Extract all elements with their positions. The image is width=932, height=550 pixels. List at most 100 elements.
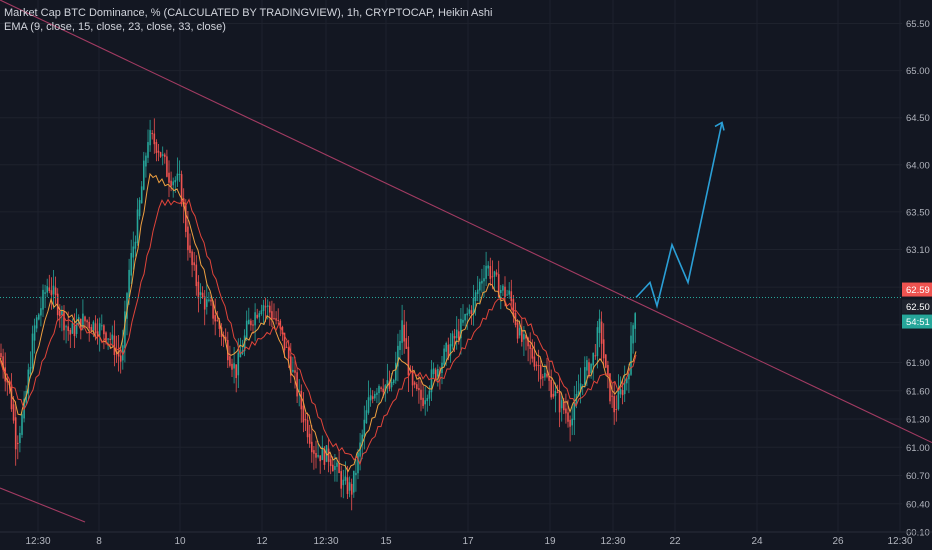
candle-body xyxy=(584,367,586,385)
candle-body xyxy=(29,367,32,375)
candle-body xyxy=(418,388,420,391)
candle-body xyxy=(502,285,504,291)
y-tick-label: 61.00 xyxy=(906,443,930,454)
candle-body xyxy=(600,321,603,344)
candle-body xyxy=(460,318,462,339)
candle-body xyxy=(493,271,496,277)
x-tick-label: 12 xyxy=(256,536,268,547)
candle-body xyxy=(199,292,202,296)
candle-body xyxy=(203,296,206,310)
candle-body xyxy=(109,338,111,340)
x-tick-label: 12:30 xyxy=(313,536,338,547)
candle-body xyxy=(365,410,368,424)
y-tick-label: 61.90 xyxy=(906,358,930,369)
candle-body xyxy=(304,419,307,421)
candle-body xyxy=(107,338,109,340)
candle-body xyxy=(155,142,158,154)
candle-body xyxy=(369,395,372,401)
candle-body xyxy=(235,364,237,379)
candle-body xyxy=(626,378,628,384)
candle-body xyxy=(367,397,370,413)
candle-body xyxy=(355,472,357,476)
candle-body xyxy=(357,452,359,474)
candle-body xyxy=(98,323,101,336)
candle-body xyxy=(510,291,513,302)
candle-body xyxy=(350,483,353,495)
candle-body xyxy=(166,156,168,177)
candle-body xyxy=(405,338,408,349)
candle-body xyxy=(346,477,349,494)
candle-body xyxy=(453,336,456,339)
candle-body xyxy=(176,173,179,181)
candle-body xyxy=(344,476,347,481)
candle-body xyxy=(113,335,116,356)
candle-body xyxy=(44,292,46,294)
y-tick-label: 65.00 xyxy=(906,66,930,77)
candle-body xyxy=(466,313,468,316)
candle-body xyxy=(525,335,527,339)
candle-body xyxy=(554,390,557,397)
candle-body xyxy=(617,390,620,410)
countdown-badge-bg xyxy=(902,314,932,329)
candle-body xyxy=(495,272,498,275)
candle-body xyxy=(315,453,317,458)
candle-body xyxy=(90,327,93,332)
candle-body xyxy=(111,334,114,340)
candle-body xyxy=(426,397,429,402)
candle-body xyxy=(164,154,166,157)
candle-body xyxy=(474,292,477,302)
candle-body xyxy=(69,330,72,335)
candle-body xyxy=(317,455,319,457)
candle-body xyxy=(411,370,414,386)
candle-body xyxy=(260,310,263,315)
candle-body xyxy=(71,323,74,334)
candle-body xyxy=(73,325,76,337)
candle-body xyxy=(0,353,2,358)
candle-body xyxy=(252,324,254,326)
candle-body xyxy=(306,420,309,438)
candle-body xyxy=(27,369,30,394)
candle-body xyxy=(231,363,233,370)
candle-body xyxy=(535,364,538,366)
candle-body xyxy=(170,180,172,187)
candle-body xyxy=(136,209,139,244)
candle-body xyxy=(462,319,464,323)
candle-body xyxy=(40,308,42,316)
candle-body xyxy=(563,401,565,411)
time-axis[interactable]: 12:30 8 10 12 12:30 15 17 19 12:30 22 24 26 12:30 xyxy=(0,531,932,547)
candle-body xyxy=(594,355,597,357)
candle-body xyxy=(143,160,145,190)
candle-body xyxy=(290,356,292,376)
legend-title: Market Cap BTC Dominance, % (CALCULATED … xyxy=(4,7,493,19)
candle-body xyxy=(537,365,540,367)
candle-body xyxy=(386,380,389,387)
candle-body xyxy=(529,344,531,349)
candle-body xyxy=(31,333,34,369)
candle-body xyxy=(218,320,221,329)
candle-body xyxy=(201,292,204,298)
candle-body xyxy=(458,331,460,340)
candle-body xyxy=(468,309,471,314)
candle-body xyxy=(46,286,48,293)
candle-body xyxy=(489,266,492,279)
candle-body xyxy=(138,200,141,217)
candle-body xyxy=(187,226,189,251)
candle-body xyxy=(264,306,267,308)
chart-legend: Market Cap BTC Dominance, % (CALCULATED … xyxy=(4,6,492,34)
candle-body xyxy=(42,289,44,310)
candle-body xyxy=(374,394,376,399)
candle-body xyxy=(340,471,342,489)
candle-body xyxy=(294,370,296,373)
ema-price-badge: 62.50 xyxy=(906,302,930,313)
candle-body xyxy=(567,412,569,422)
x-tick-label: 22 xyxy=(669,536,681,547)
price-axis[interactable]: 65.5065.0064.5064.0063.5063.1062.7062.30… xyxy=(906,19,930,538)
candle-body xyxy=(84,316,86,322)
candle-body xyxy=(399,341,401,350)
candle-body xyxy=(472,297,475,314)
candle-body xyxy=(413,382,416,385)
lower-trendline xyxy=(0,487,86,523)
candle-body xyxy=(609,373,611,402)
candle-body xyxy=(67,326,69,331)
